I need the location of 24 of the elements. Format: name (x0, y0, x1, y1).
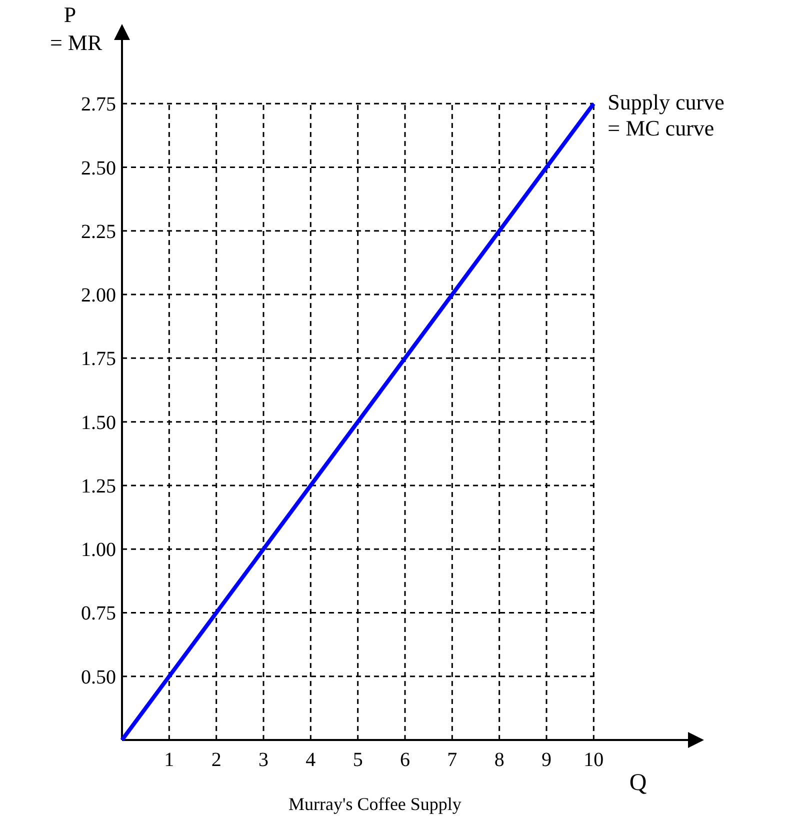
y-tick-label: 1.75 (81, 348, 116, 370)
y-tick-label: 0.50 (81, 666, 116, 688)
y-tick-label: 2.25 (81, 220, 116, 243)
y-axis-title: P = MR (50, 2, 102, 55)
series-label: Supply curve = MC curve (608, 90, 724, 141)
x-tick-label: 10 (584, 749, 604, 771)
text: Murray's Coffee Supply (288, 794, 462, 814)
x-tick-label: 8 (494, 749, 504, 771)
y-tick-label: 2.00 (81, 284, 116, 307)
x-tick-label: 7 (447, 749, 458, 771)
y-tick-label: 1.25 (81, 475, 116, 498)
y-tick-label: 0.75 (81, 602, 116, 625)
x-tick-label: 1 (164, 749, 174, 771)
y-tick-label: 2.75 (81, 94, 116, 116)
x-tick-label: 3 (258, 749, 268, 771)
y-tick-label: 2.50 (81, 157, 116, 180)
x-axis-title: Q (629, 770, 647, 796)
x-tick-label: 5 (352, 749, 363, 771)
x-tick-label: 4 (306, 749, 316, 771)
y-tick-label: 1.50 (81, 412, 116, 434)
x-tick-label: 6 (400, 749, 410, 771)
x-tick-label: 9 (542, 749, 552, 771)
y-tick-label: 1.00 (81, 539, 116, 562)
x-tick-label: 2 (211, 749, 222, 771)
